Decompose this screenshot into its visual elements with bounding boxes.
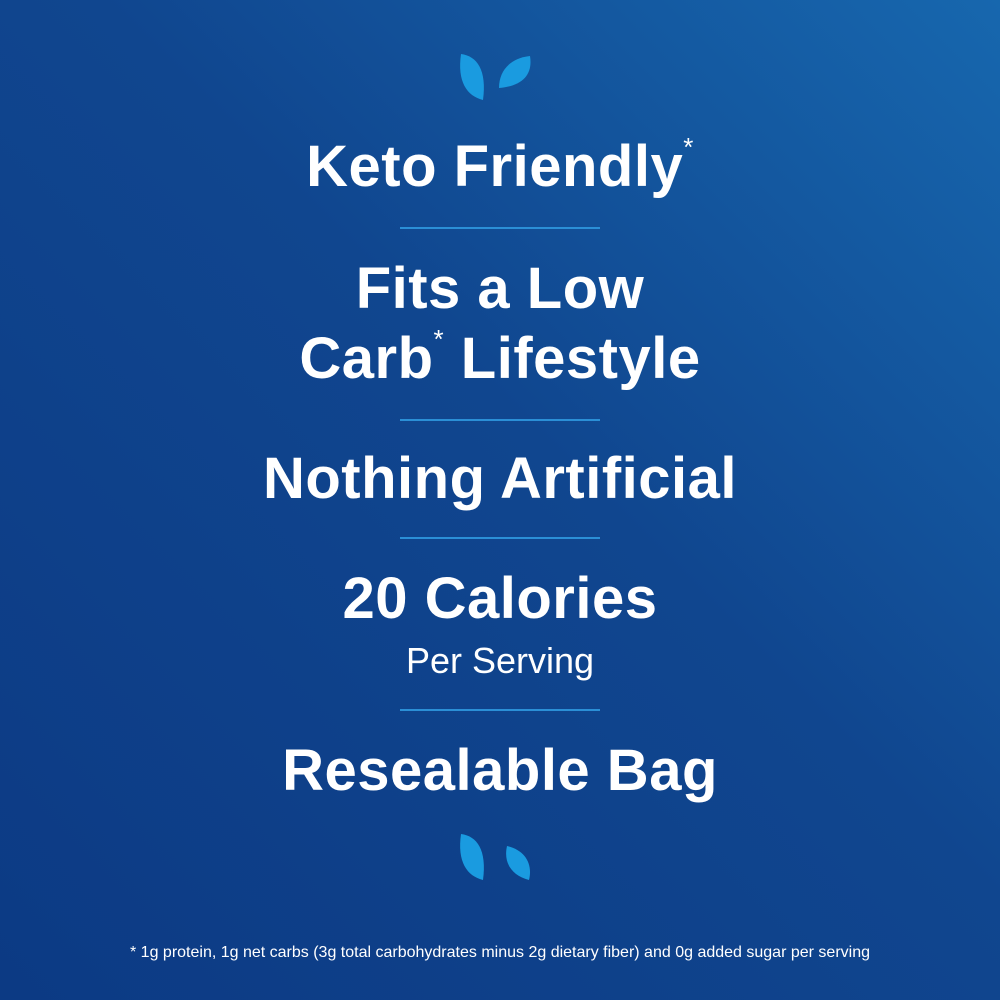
divider [400,419,600,421]
footnote: * 1g protein, 1g net carbs (3g total car… [130,944,870,961]
leaves-icon [460,54,531,100]
claim-nothing-artificial: Nothing Artificial [262,446,738,511]
claim-low-carb-line2: Carb* Lifestyle [0,326,1000,388]
claim-text: Carb [299,326,434,391]
asterisk: * [433,324,445,354]
divider [400,227,600,229]
asterisk: * [683,132,694,162]
divider [400,709,600,711]
claim-text: Lifestyle [444,326,701,391]
claim-keto-friendly: Keto Friendly* [0,134,1000,196]
claim-text: Keto Friendly [306,134,684,199]
claim-low-carb-line1: Fits a Low [355,256,645,321]
claim-calories: 20 Calories [342,566,658,631]
claim-calories-sub: Per Serving [405,640,595,681]
leaves-icon [460,834,531,880]
divider [400,537,600,539]
claim-resealable-bag: Resealable Bag [282,738,718,803]
